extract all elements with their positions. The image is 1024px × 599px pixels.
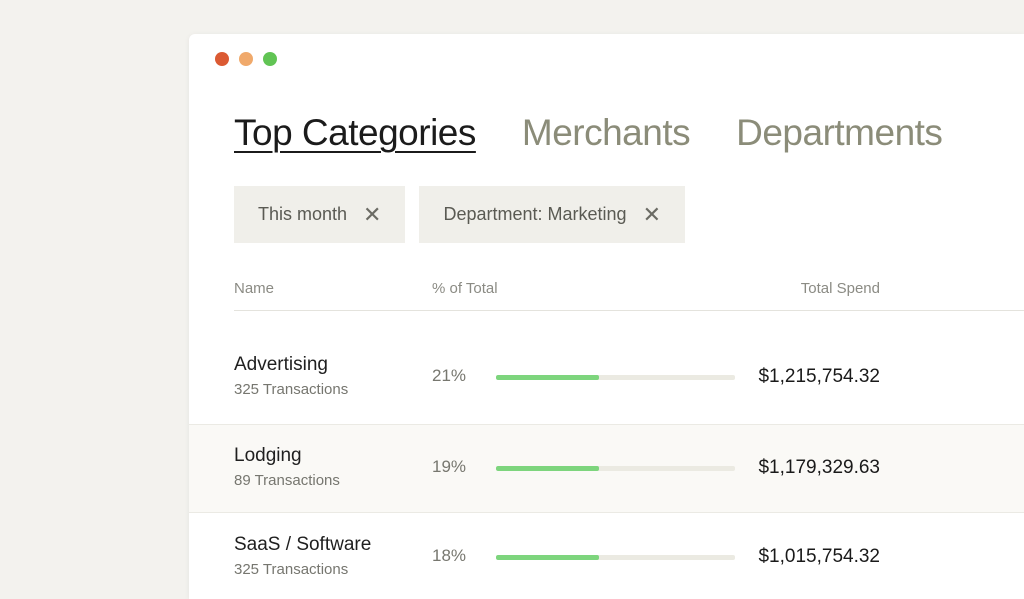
column-header-name[interactable]: Name <box>234 280 275 297</box>
percent-of-total: 21% <box>432 366 467 385</box>
filter-chip-label: This month <box>258 204 348 224</box>
category-name: Advertising <box>234 354 328 375</box>
table-row[interactable]: SaaS / Software 325 Transactions 18% $1,… <box>189 514 1024 599</box>
transaction-count: 89 Transactions <box>234 472 340 489</box>
filter-chip-label: Department: Marketing <box>443 204 627 224</box>
tab-merchants[interactable]: Merchants <box>521 112 691 153</box>
tab-bar: Top Categories Merchants Departments <box>234 112 943 154</box>
percent-of-total: 18% <box>432 546 467 565</box>
percent-bar-fill <box>496 555 599 560</box>
column-header-pct[interactable]: % of Total <box>432 280 498 297</box>
minimize-window-button[interactable] <box>239 52 253 66</box>
app-window: Top Categories Merchants Departments Thi… <box>189 34 1024 599</box>
percent-bar <box>496 555 735 560</box>
percent-bar-fill <box>496 466 599 471</box>
transaction-count: 325 Transactions <box>234 381 349 398</box>
filter-chip-department[interactable]: Department: Marketing ✕ <box>419 186 685 243</box>
percent-of-total: 19% <box>432 457 467 476</box>
filter-chips: This month ✕ Department: Marketing ✕ <box>234 186 685 243</box>
percent-bar <box>496 466 735 471</box>
percent-bar <box>496 375 735 380</box>
table-row[interactable]: Lodging 89 Transactions 19% $1,179,329.6… <box>189 424 1024 513</box>
total-spend: $1,015,754.32 <box>758 546 880 567</box>
transaction-count: 325 Transactions <box>234 561 349 578</box>
total-spend: $1,179,329.63 <box>758 457 880 478</box>
table-header: Name % of Total Total Spend <box>234 276 1024 311</box>
total-spend: $1,215,754.32 <box>758 366 880 387</box>
close-icon[interactable]: ✕ <box>642 201 661 227</box>
close-window-button[interactable] <box>215 52 229 66</box>
column-header-spend[interactable]: Total Spend <box>800 280 880 297</box>
filter-chip-this-month[interactable]: This month ✕ <box>234 186 406 243</box>
tab-top-categories[interactable]: Top Categories <box>234 112 476 153</box>
percent-bar-fill <box>496 375 599 380</box>
close-icon[interactable]: ✕ <box>363 201 382 227</box>
maximize-window-button[interactable] <box>263 52 277 66</box>
table-row[interactable]: Advertising 325 Transactions 21% $1,215,… <box>189 334 1024 423</box>
tab-departments[interactable]: Departments <box>736 112 943 153</box>
window-controls <box>215 52 277 66</box>
category-name: SaaS / Software <box>234 534 372 555</box>
category-name: Lodging <box>234 445 302 466</box>
